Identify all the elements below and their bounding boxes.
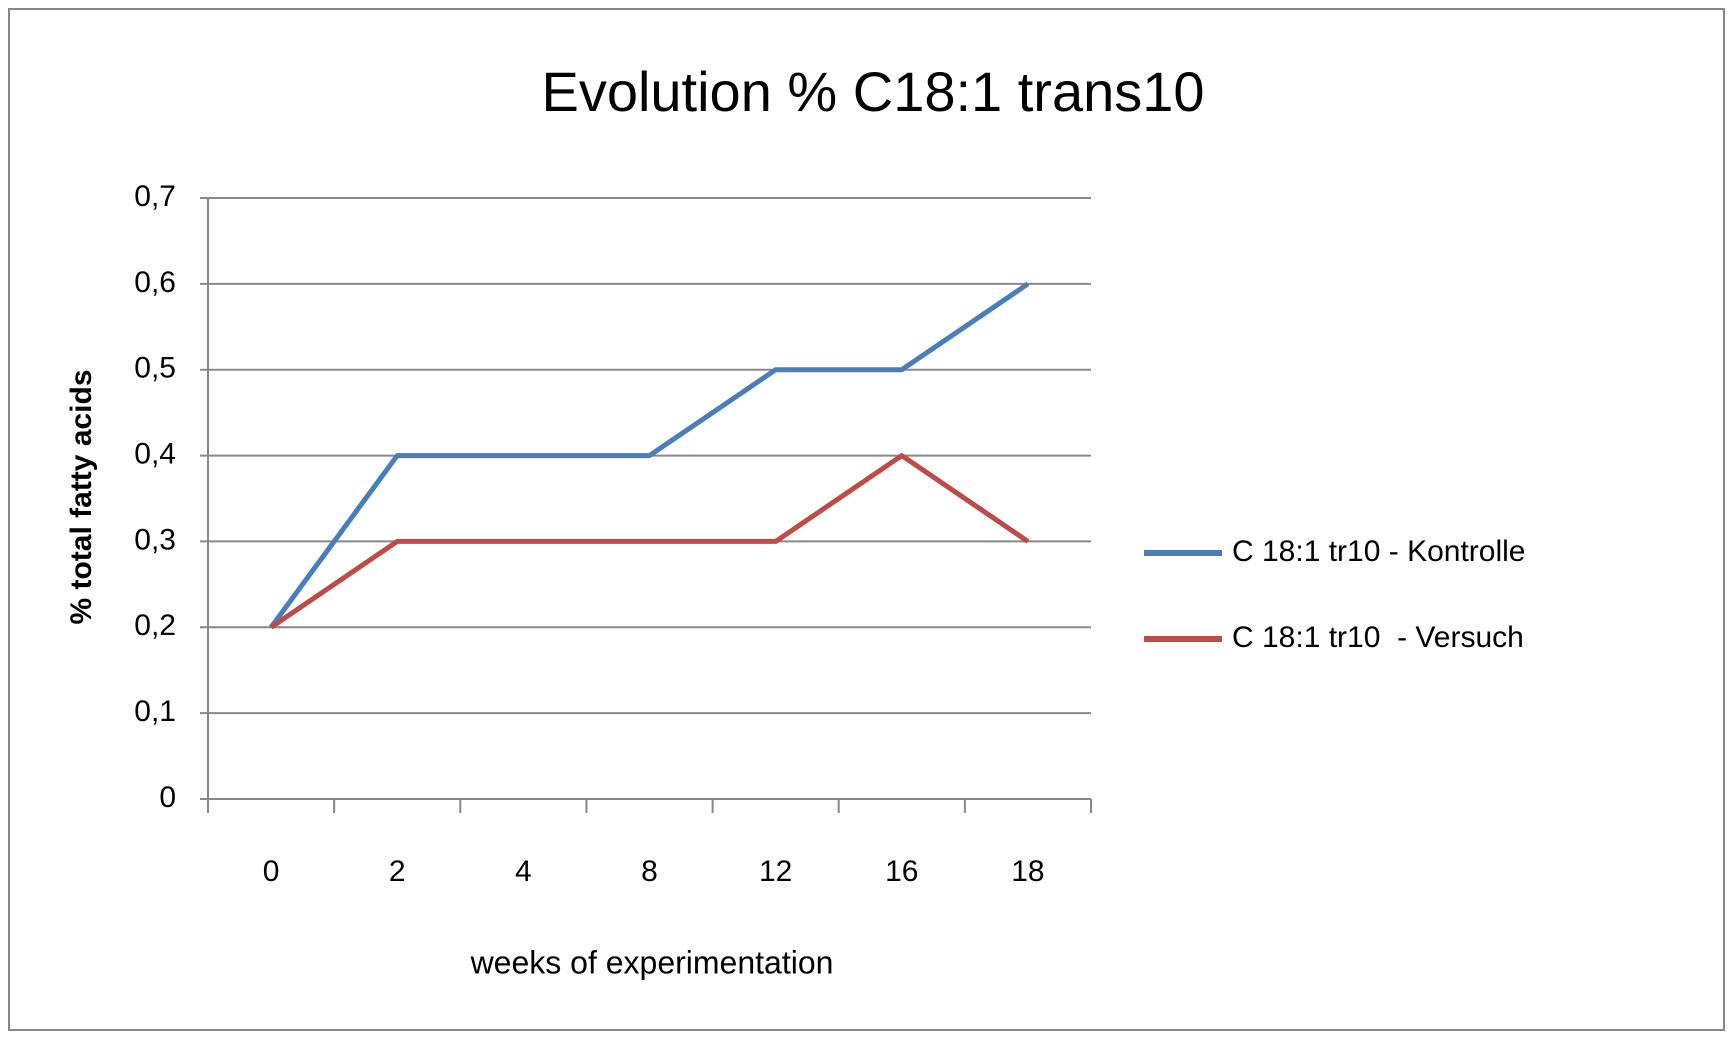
y-tick-label: 0: [159, 781, 176, 814]
chart-border: [8, 8, 1725, 1031]
legend-label: C 18:1 tr10 - Versuch: [1232, 621, 1524, 654]
x-tick-label: 4: [515, 855, 532, 888]
x-tick-label: 0: [263, 855, 280, 888]
y-tick-label: 0,7: [134, 180, 176, 213]
y-tick-label: 0,6: [134, 266, 176, 299]
y-axis-title: % total fatty acids: [65, 369, 98, 624]
series-line: [269, 453, 1030, 630]
x-tick-label: 16: [885, 855, 918, 888]
x-tick-label: 18: [1011, 855, 1044, 888]
x-tick-label: 8: [641, 855, 658, 888]
y-tick-label: 0,4: [134, 437, 176, 470]
y-tick-label: 0,3: [134, 523, 176, 556]
series-line: [269, 281, 1030, 629]
y-tick-label: 0,1: [134, 695, 176, 728]
chart-title: Evolution % C18:1 trans10: [541, 60, 1204, 123]
x-tick-label: 12: [759, 855, 792, 888]
y-tick-label: 0,2: [134, 609, 176, 642]
legend-label: C 18:1 tr10 - Kontrolle: [1232, 535, 1525, 568]
x-axis-title: weeks of experimentation: [470, 944, 834, 980]
x-tick-label: 2: [389, 855, 406, 888]
y-tick-label: 0,5: [134, 352, 176, 385]
